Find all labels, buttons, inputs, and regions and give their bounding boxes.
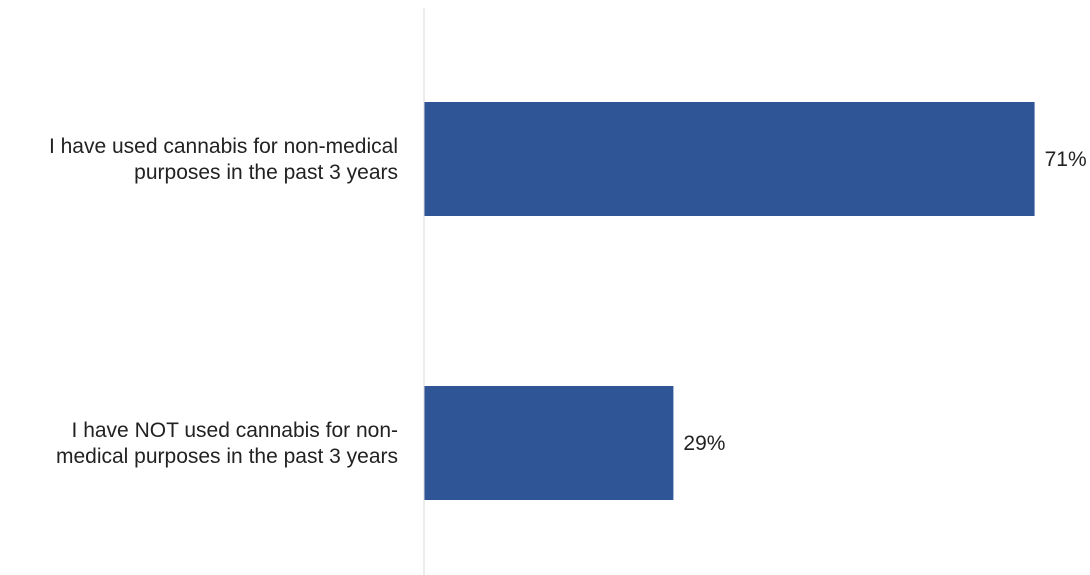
bar-0 [424,102,1035,216]
category-label-1-line-0: I have NOT used cannabis for non- [72,419,398,442]
data-label-0: 71% [1045,148,1087,171]
data-label-1: 29% [683,432,725,455]
category-label-1-line-1: medical purposes in the past 3 years [56,445,398,468]
bar-1 [424,386,674,500]
data-labels-group: 71% 29% [683,148,1086,455]
bars-group [424,102,1035,500]
category-label-0-line-1: purposes in the past 3 years [134,161,398,184]
category-label-0-line-0: I have used cannabis for non-medical [49,135,398,158]
category-label-0: I have used cannabis for non-medical purp… [49,135,398,184]
category-labels-group: I have used cannabis for non-medical purp… [49,135,398,468]
category-label-1: I have NOT used cannabis for non-medical… [56,419,398,468]
